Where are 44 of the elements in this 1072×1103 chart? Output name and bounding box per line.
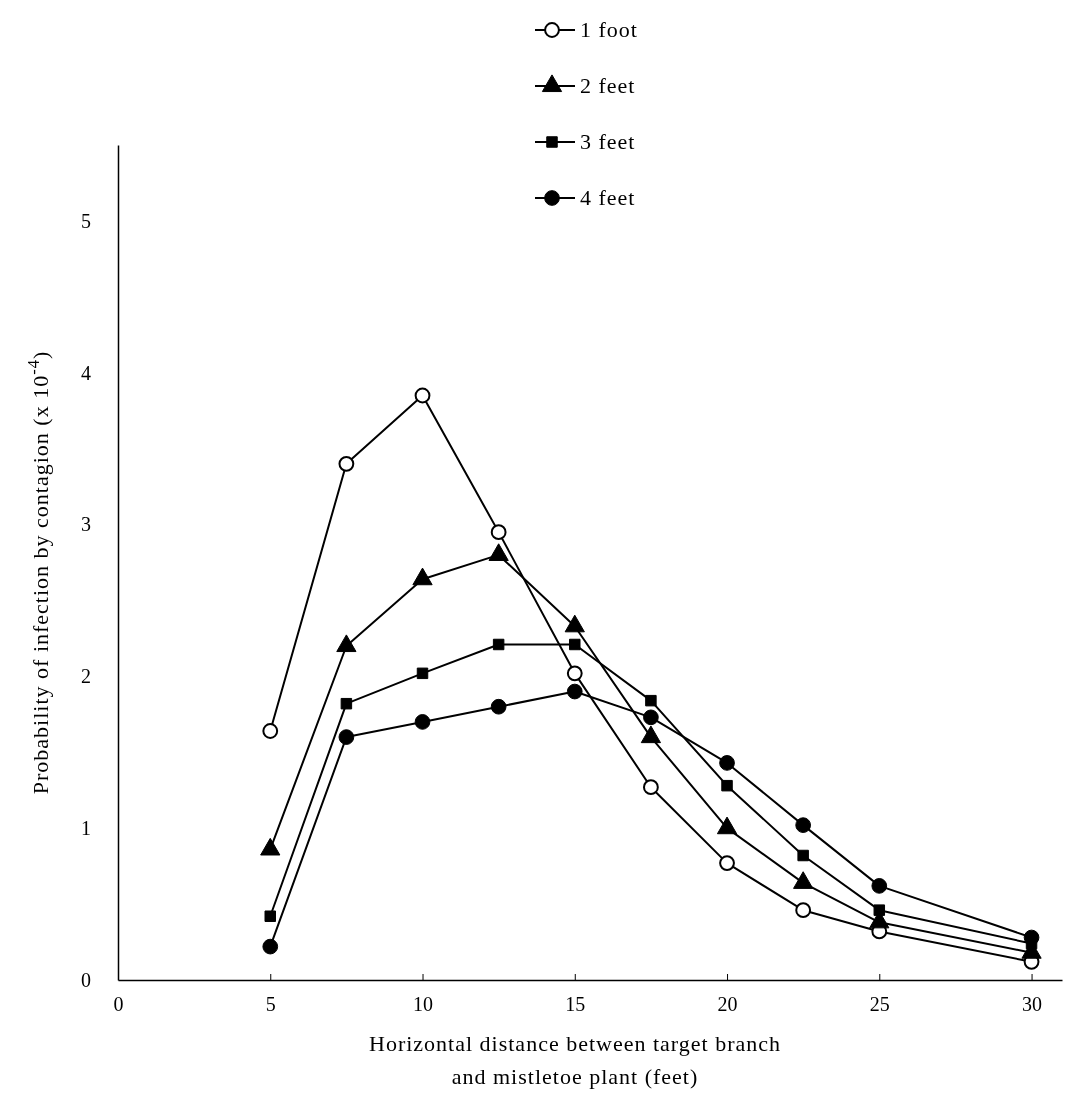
point [338, 729, 355, 745]
y-tick-label: 3 [81, 513, 91, 536]
point [642, 779, 659, 796]
point [795, 902, 812, 919]
point [871, 878, 888, 894]
point [719, 855, 735, 871]
point [262, 723, 279, 739]
y-tick-label: 4 [81, 361, 91, 384]
point [490, 524, 507, 541]
point [338, 455, 355, 472]
x-tick-label: 20 [717, 993, 738, 1015]
point [643, 709, 659, 726]
point [414, 714, 431, 730]
y-tick-label: 1 [81, 817, 91, 840]
point [566, 683, 583, 700]
point [645, 694, 657, 707]
y-tick-label: 2 [81, 665, 91, 688]
point [721, 779, 733, 792]
point [795, 817, 812, 833]
x-tick-label: 10 [413, 993, 434, 1015]
point [492, 638, 505, 651]
x-axis-title: Horizontal distance between target branch and mistletoe plant (feet) [369, 1031, 781, 1089]
point [719, 755, 735, 771]
point [262, 938, 279, 955]
point [414, 387, 431, 404]
point [873, 904, 886, 916]
x-tick-label: 5 [265, 993, 276, 1015]
point [797, 849, 809, 862]
point [416, 667, 429, 680]
point [569, 638, 581, 651]
x-tick-label: 30 [1022, 993, 1043, 1015]
x-tick-label: 15 [565, 993, 586, 1015]
legend-label: 3 feet [580, 129, 636, 154]
legend-label: 1 foot [580, 17, 638, 42]
y-tick-label: 5 [81, 209, 91, 232]
point [340, 697, 353, 710]
legend-label: 2 feet [580, 73, 636, 98]
legend-label: 4 feet [580, 185, 636, 210]
x-tick-label: 25 [869, 993, 890, 1015]
point [490, 698, 507, 715]
point [566, 665, 583, 682]
y-tick-label: 0 [81, 968, 91, 991]
point [264, 910, 276, 922]
x-tick-label: 0 [113, 993, 124, 1015]
